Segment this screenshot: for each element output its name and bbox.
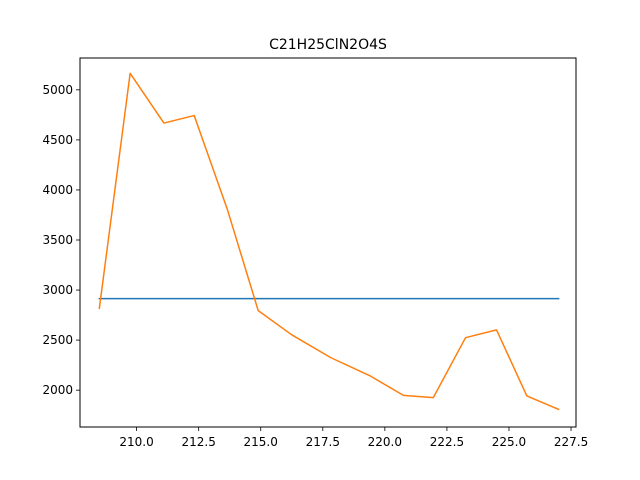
- x-tick-label: 210.0: [119, 435, 153, 449]
- y-tick-label: 3000: [42, 283, 73, 297]
- x-tick-label: 227.5: [554, 435, 588, 449]
- x-tick-label: 220.0: [368, 435, 402, 449]
- y-axis: 2000 2500 3000 3500 4000 4500 5000: [42, 83, 80, 397]
- y-tick-label: 4000: [42, 183, 73, 197]
- x-tick-label: 225.0: [492, 435, 526, 449]
- x-tick-label: 222.5: [430, 435, 464, 449]
- y-tick-label: 2500: [42, 333, 73, 347]
- plot-frame: [79, 57, 577, 428]
- y-tick-label: 5000: [42, 83, 73, 97]
- x-tick-label: 215.0: [244, 435, 278, 449]
- x-tick-label: 212.5: [181, 435, 215, 449]
- x-axis: 210.0 212.5 215.0 217.5 220.0 222.5 225.0 227.5: [119, 427, 588, 449]
- x-tick-label: 217.5: [306, 435, 340, 449]
- y-tick-label: 3500: [42, 233, 73, 247]
- series-layer: [98, 72, 560, 411]
- chart-title: C21H25ClN2O4S: [269, 37, 387, 53]
- y-tick-label: 2000: [42, 383, 73, 397]
- series-line-2: [98, 72, 560, 411]
- y-tick-label: 4500: [42, 133, 73, 147]
